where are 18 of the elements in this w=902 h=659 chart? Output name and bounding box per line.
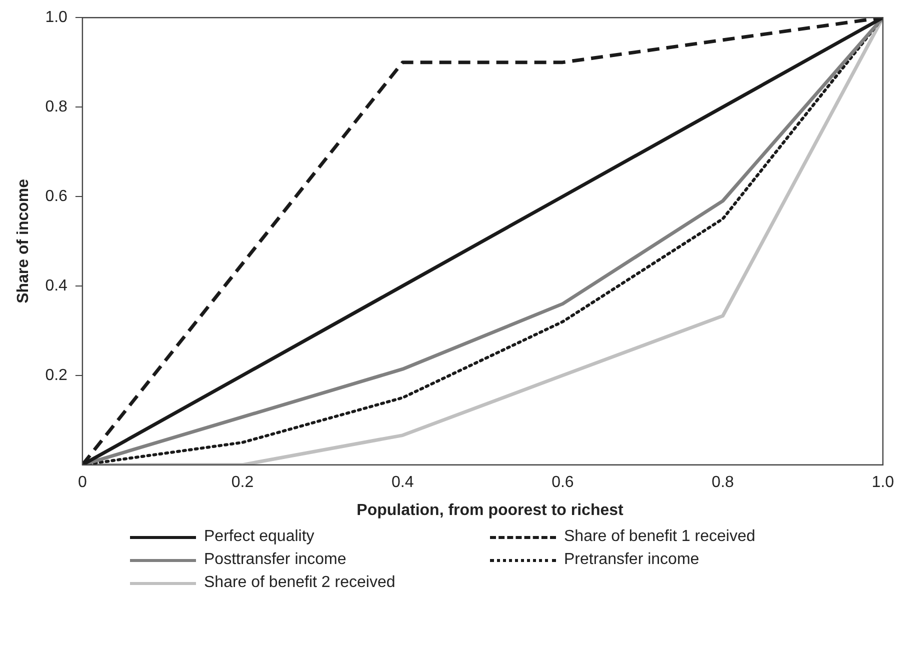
legend-label: Perfect equality <box>204 528 314 546</box>
x-tick-label: 0.6 <box>552 474 574 491</box>
y-tick-label: 0.8 <box>45 98 68 116</box>
x-tick-label: 0.4 <box>391 474 414 491</box>
y-tick-label: 1.0 <box>45 9 68 26</box>
legend-label: Posttransfer income <box>204 551 346 569</box>
x-tick-label: 0.8 <box>712 474 734 491</box>
x-tick-label: 0.2 <box>231 474 254 491</box>
x-tick-label: 0 <box>78 474 87 491</box>
y-tick-label: 0.2 <box>45 366 68 384</box>
legend-label: Share of benefit 2 received <box>204 574 396 592</box>
y-tick-label: 0.4 <box>45 277 68 294</box>
legend-label: Share of benefit 1 received <box>564 528 756 546</box>
legend-label: Pretransfer income <box>564 551 700 569</box>
y-axis-title: Share of income <box>15 178 32 304</box>
x-tick-label: 1.0 <box>872 474 894 491</box>
x-axis-title: Population, from poorest to richest <box>356 502 624 520</box>
y-tick-label: 0.6 <box>45 188 68 205</box>
